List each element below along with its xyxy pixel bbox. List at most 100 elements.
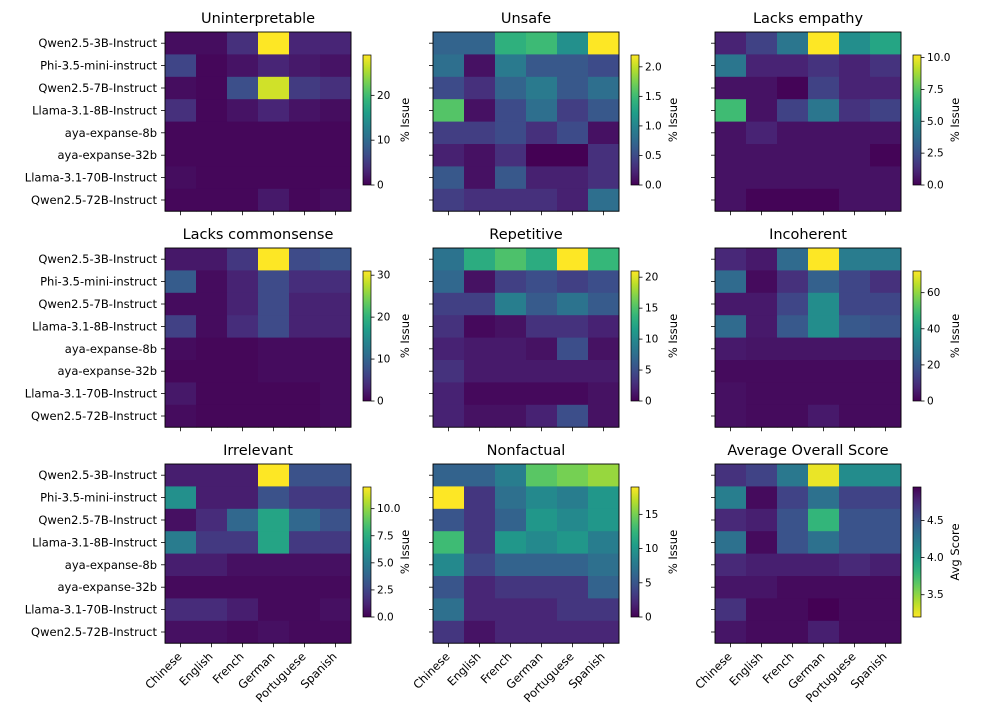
heatmap-panel: Uninterpretable Qwen2.5-3B-Instruct Phi-3.… bbox=[25, 11, 412, 216]
heatmap-cell bbox=[777, 270, 809, 294]
heatmap-cell bbox=[526, 404, 558, 428]
y-tick-label: aya-expanse-8b bbox=[65, 558, 157, 572]
heatmap-cell bbox=[433, 54, 465, 78]
heatmap-cell bbox=[839, 76, 871, 100]
colorbar-tick-label: 0.0 bbox=[377, 612, 394, 624]
heatmap-cell bbox=[715, 248, 747, 271]
colorbar-label: % Issue bbox=[666, 530, 680, 574]
y-tick-label: aya-expanse-32b bbox=[57, 580, 157, 594]
colorbar-label: % Issue bbox=[398, 314, 412, 358]
heatmap-cell bbox=[715, 166, 747, 190]
colorbar-tick-label: 20 bbox=[645, 272, 658, 284]
heatmap-cell bbox=[320, 508, 352, 532]
heatmap-cell bbox=[777, 404, 809, 428]
heatmap-cell bbox=[526, 598, 558, 622]
heatmap-cell bbox=[839, 486, 871, 510]
heatmap-cell bbox=[870, 576, 902, 599]
heatmap-cell bbox=[746, 315, 778, 338]
colorbar-tick-label: 5.0 bbox=[927, 116, 944, 128]
colorbar-tick-label: 30 bbox=[377, 270, 390, 282]
heatmap-cell bbox=[227, 76, 259, 100]
heatmap-cell bbox=[196, 464, 228, 487]
heatmap-cell bbox=[777, 188, 809, 212]
heatmap-cell bbox=[165, 270, 197, 294]
colorbar-tick-label: 10 bbox=[645, 334, 658, 346]
heatmap-cell bbox=[526, 270, 558, 294]
heatmap-cell bbox=[464, 486, 496, 510]
heatmap-cell bbox=[196, 76, 228, 100]
heatmap-cell bbox=[715, 32, 747, 55]
heatmap-cell bbox=[870, 404, 902, 428]
heatmap-cell bbox=[495, 292, 527, 316]
y-tick-label: Qwen2.5-7B-Instruct bbox=[38, 81, 157, 95]
heatmap-cell bbox=[557, 292, 589, 316]
heatmap-cell bbox=[746, 360, 778, 383]
heatmap-cell bbox=[495, 76, 527, 100]
heatmap-cell bbox=[746, 188, 778, 212]
axes-frame bbox=[432, 31, 620, 212]
heatmap-cell bbox=[495, 360, 527, 383]
heatmap-cell bbox=[289, 54, 321, 78]
heatmap-cell bbox=[777, 32, 809, 55]
heatmap-cell bbox=[464, 464, 496, 487]
heatmap-cell bbox=[526, 248, 558, 271]
colorbar-tick-label: 0 bbox=[377, 396, 384, 408]
heatmap-cell bbox=[196, 32, 228, 55]
heatmap-cell bbox=[715, 360, 747, 383]
heatmap-cell bbox=[258, 54, 290, 78]
heatmap-cell bbox=[526, 360, 558, 383]
heatmap-cell bbox=[258, 553, 290, 577]
heatmap-cell bbox=[320, 404, 352, 428]
heatmap-cell bbox=[777, 464, 809, 487]
heatmap-cell bbox=[808, 486, 840, 510]
colorbar-tick-label: 0.0 bbox=[645, 180, 662, 192]
heatmap-cell bbox=[746, 166, 778, 190]
heatmap-cell bbox=[839, 337, 871, 361]
heatmap-cell bbox=[526, 292, 558, 316]
colorbar bbox=[912, 54, 922, 186]
heatmap-cell bbox=[557, 337, 589, 361]
heatmap-cell bbox=[196, 620, 228, 644]
heatmap-cell bbox=[715, 531, 747, 554]
heatmap-cell bbox=[289, 188, 321, 212]
heatmap-cell bbox=[258, 382, 290, 406]
heatmap-cell bbox=[839, 553, 871, 577]
heatmap-cell bbox=[289, 464, 321, 487]
heatmap-cell bbox=[557, 382, 589, 406]
y-tick-label: Phi-3.5-mini-instruct bbox=[40, 59, 157, 73]
heatmap-cell bbox=[227, 620, 259, 644]
heatmap-cell bbox=[557, 360, 589, 383]
heatmap-cell bbox=[746, 144, 778, 167]
heatmap-cell bbox=[258, 404, 290, 428]
heatmap-cell bbox=[227, 166, 259, 190]
heatmap-cell bbox=[715, 315, 747, 338]
colorbar-tick-label: 4.0 bbox=[927, 552, 944, 564]
heatmap-cell bbox=[165, 99, 197, 122]
heatmap-cell bbox=[557, 248, 589, 271]
heatmap-cell bbox=[320, 188, 352, 212]
y-tick-label: Qwen2.5-72B-Instruct bbox=[31, 193, 157, 207]
heatmap-cell bbox=[320, 315, 352, 338]
heatmap-cell bbox=[227, 508, 259, 532]
heatmap-cell bbox=[526, 99, 558, 122]
heatmap-cell bbox=[495, 54, 527, 78]
heatmap-cell bbox=[808, 292, 840, 316]
heatmap-cell bbox=[839, 360, 871, 383]
y-tick-label: Llama-3.1-70B-Instruct bbox=[25, 603, 158, 617]
heatmap-cell bbox=[588, 76, 620, 100]
colorbar-label: % Issue bbox=[666, 98, 680, 142]
y-tick-label: Qwen2.5-72B-Instruct bbox=[31, 625, 157, 639]
heatmap-cell bbox=[289, 32, 321, 55]
heatmap-cell bbox=[870, 553, 902, 577]
heatmap-cell bbox=[870, 166, 902, 190]
y-tick-label: Qwen2.5-7B-Instruct bbox=[38, 513, 157, 527]
heatmap-cell bbox=[839, 32, 871, 55]
heatmap-cell bbox=[227, 464, 259, 487]
heatmap-cell bbox=[433, 144, 465, 167]
heatmap-cell bbox=[258, 292, 290, 316]
y-tick-label: Qwen2.5-7B-Instruct bbox=[38, 297, 157, 311]
heatmap-cell bbox=[433, 404, 465, 428]
heatmap-cell bbox=[289, 576, 321, 599]
heatmap-cell bbox=[495, 166, 527, 190]
heatmap-cell bbox=[464, 360, 496, 383]
